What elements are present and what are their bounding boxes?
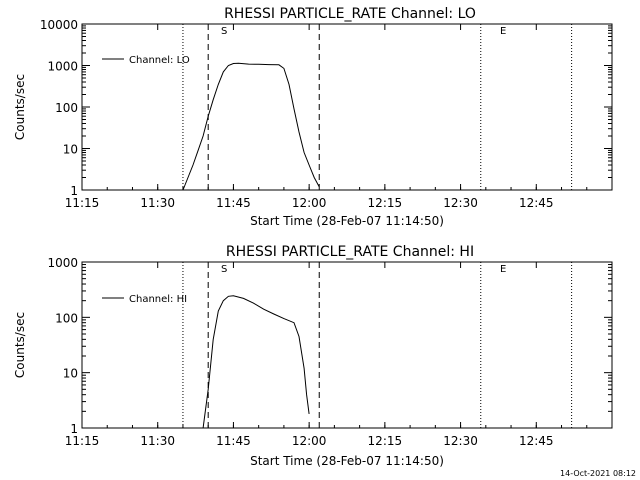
x-tick-label: 12:00 bbox=[292, 196, 327, 210]
legend-label: Channel: HI bbox=[129, 294, 187, 305]
start-marker-label: S bbox=[221, 264, 227, 275]
x-tick-label: 11:15 bbox=[65, 434, 100, 448]
x-tick-label: 11:15 bbox=[65, 196, 100, 210]
x-tick-label: 12:00 bbox=[292, 434, 327, 448]
x-tick-label: 11:30 bbox=[140, 196, 175, 210]
x-tick-label: 11:45 bbox=[216, 196, 251, 210]
y-tick-label: 10 bbox=[63, 143, 78, 157]
chart-title: RHESSI PARTICLE_RATE Channel: HI bbox=[226, 244, 474, 260]
x-tick-label: 12:30 bbox=[443, 196, 478, 210]
y-tick-label: 1 bbox=[70, 184, 78, 198]
y-tick-label: 1000 bbox=[47, 256, 78, 270]
x-tick-label: 12:45 bbox=[519, 434, 554, 448]
plot-frame bbox=[81, 261, 613, 429]
end-marker-label: E bbox=[500, 264, 506, 275]
y-tick-label: 100 bbox=[55, 311, 78, 325]
x-tick-label: 12:15 bbox=[368, 196, 403, 210]
y-axis-label: Counts/sec bbox=[13, 74, 27, 140]
x-tick-label: 11:45 bbox=[216, 434, 251, 448]
y-axis-label: Counts/sec bbox=[13, 312, 27, 378]
x-axis-label: Start Time (28-Feb-07 11:14:50) bbox=[250, 454, 444, 468]
series-line-hi bbox=[202, 295, 310, 429]
chart-panel-hi: RHESSI PARTICLE_RATE Channel: HI 11:15 11… bbox=[13, 244, 613, 468]
x-axis-label: Start Time (28-Feb-07 11:14:50) bbox=[250, 214, 444, 228]
end-marker-label: E bbox=[500, 26, 506, 37]
y-tick-label: 1000 bbox=[47, 60, 78, 74]
y-tick-label: 100 bbox=[55, 101, 78, 115]
chart-title: RHESSI PARTICLE_RATE Channel: LO bbox=[224, 6, 476, 22]
start-marker-label: S bbox=[221, 26, 227, 37]
series-line-lo bbox=[182, 62, 320, 191]
y-tick-label: 10000 bbox=[40, 18, 78, 32]
plot-frame bbox=[81, 23, 613, 191]
timestamp: 14-Oct-2021 08:12 bbox=[560, 469, 636, 478]
x-tick-label: 11:30 bbox=[140, 434, 175, 448]
x-tick-label: 12:15 bbox=[368, 434, 403, 448]
y-tick-label: 10 bbox=[63, 367, 78, 381]
chart-panel-lo: RHESSI PARTICLE_RATE Channel: LO 11:15 11… bbox=[13, 6, 613, 228]
x-tick-label: 12:30 bbox=[443, 434, 478, 448]
y-tick-label: 1 bbox=[70, 422, 78, 436]
x-tick-label: 12:45 bbox=[519, 196, 554, 210]
legend-label: Channel: LO bbox=[129, 55, 190, 66]
